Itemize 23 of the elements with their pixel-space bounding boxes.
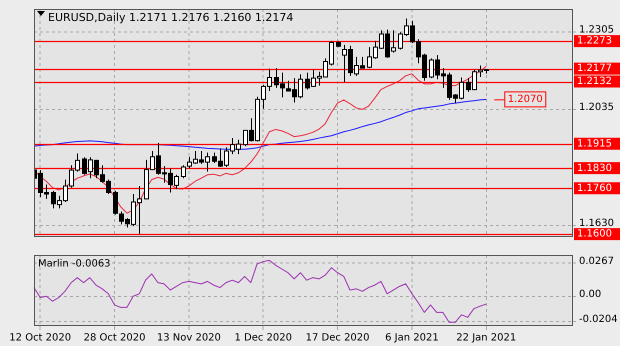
- y-tick-label: -0.0204: [579, 314, 618, 326]
- ref-line-label: 1.1830: [577, 162, 612, 174]
- y-tick-label: 0.00: [579, 288, 602, 300]
- x-tick-label: 6 Jan 2021: [385, 332, 439, 344]
- y-tick-label: 1.2305: [579, 24, 614, 36]
- y-tick-label: 1.1630: [579, 218, 614, 230]
- y-tick-label: 0.0267: [579, 256, 614, 267]
- ref-line-label: 1.2273: [577, 36, 612, 47]
- x-tick-label: 13 Nov 2020: [156, 332, 221, 344]
- ref-line-label: 1.2132: [577, 76, 612, 88]
- ref-line-label: 1.2177: [577, 63, 612, 74]
- x-tick-label: 12 Oct 2020: [9, 332, 72, 344]
- annotation: 1.2070: [508, 94, 543, 105]
- ref-line-label: 1.1760: [577, 182, 612, 194]
- y-tick-label: 1.2035: [579, 102, 614, 113]
- x-tick-label: 1 Dec 2020: [234, 332, 292, 344]
- x-tick-label: 28 Oct 2020: [84, 332, 146, 344]
- chart-title: EURUSD,Daily 1.2171 1.2176 1.2160 1.2174: [48, 10, 294, 24]
- x-tick-label: 22 Jan 2021: [456, 332, 516, 344]
- chart-title: Marlin -0.0063: [38, 258, 111, 270]
- x-tick-label: 17 Dec 2020: [306, 332, 370, 344]
- ref-line-label: 1.1600: [577, 228, 612, 240]
- ref-line-label: 1.1915: [577, 138, 612, 150]
